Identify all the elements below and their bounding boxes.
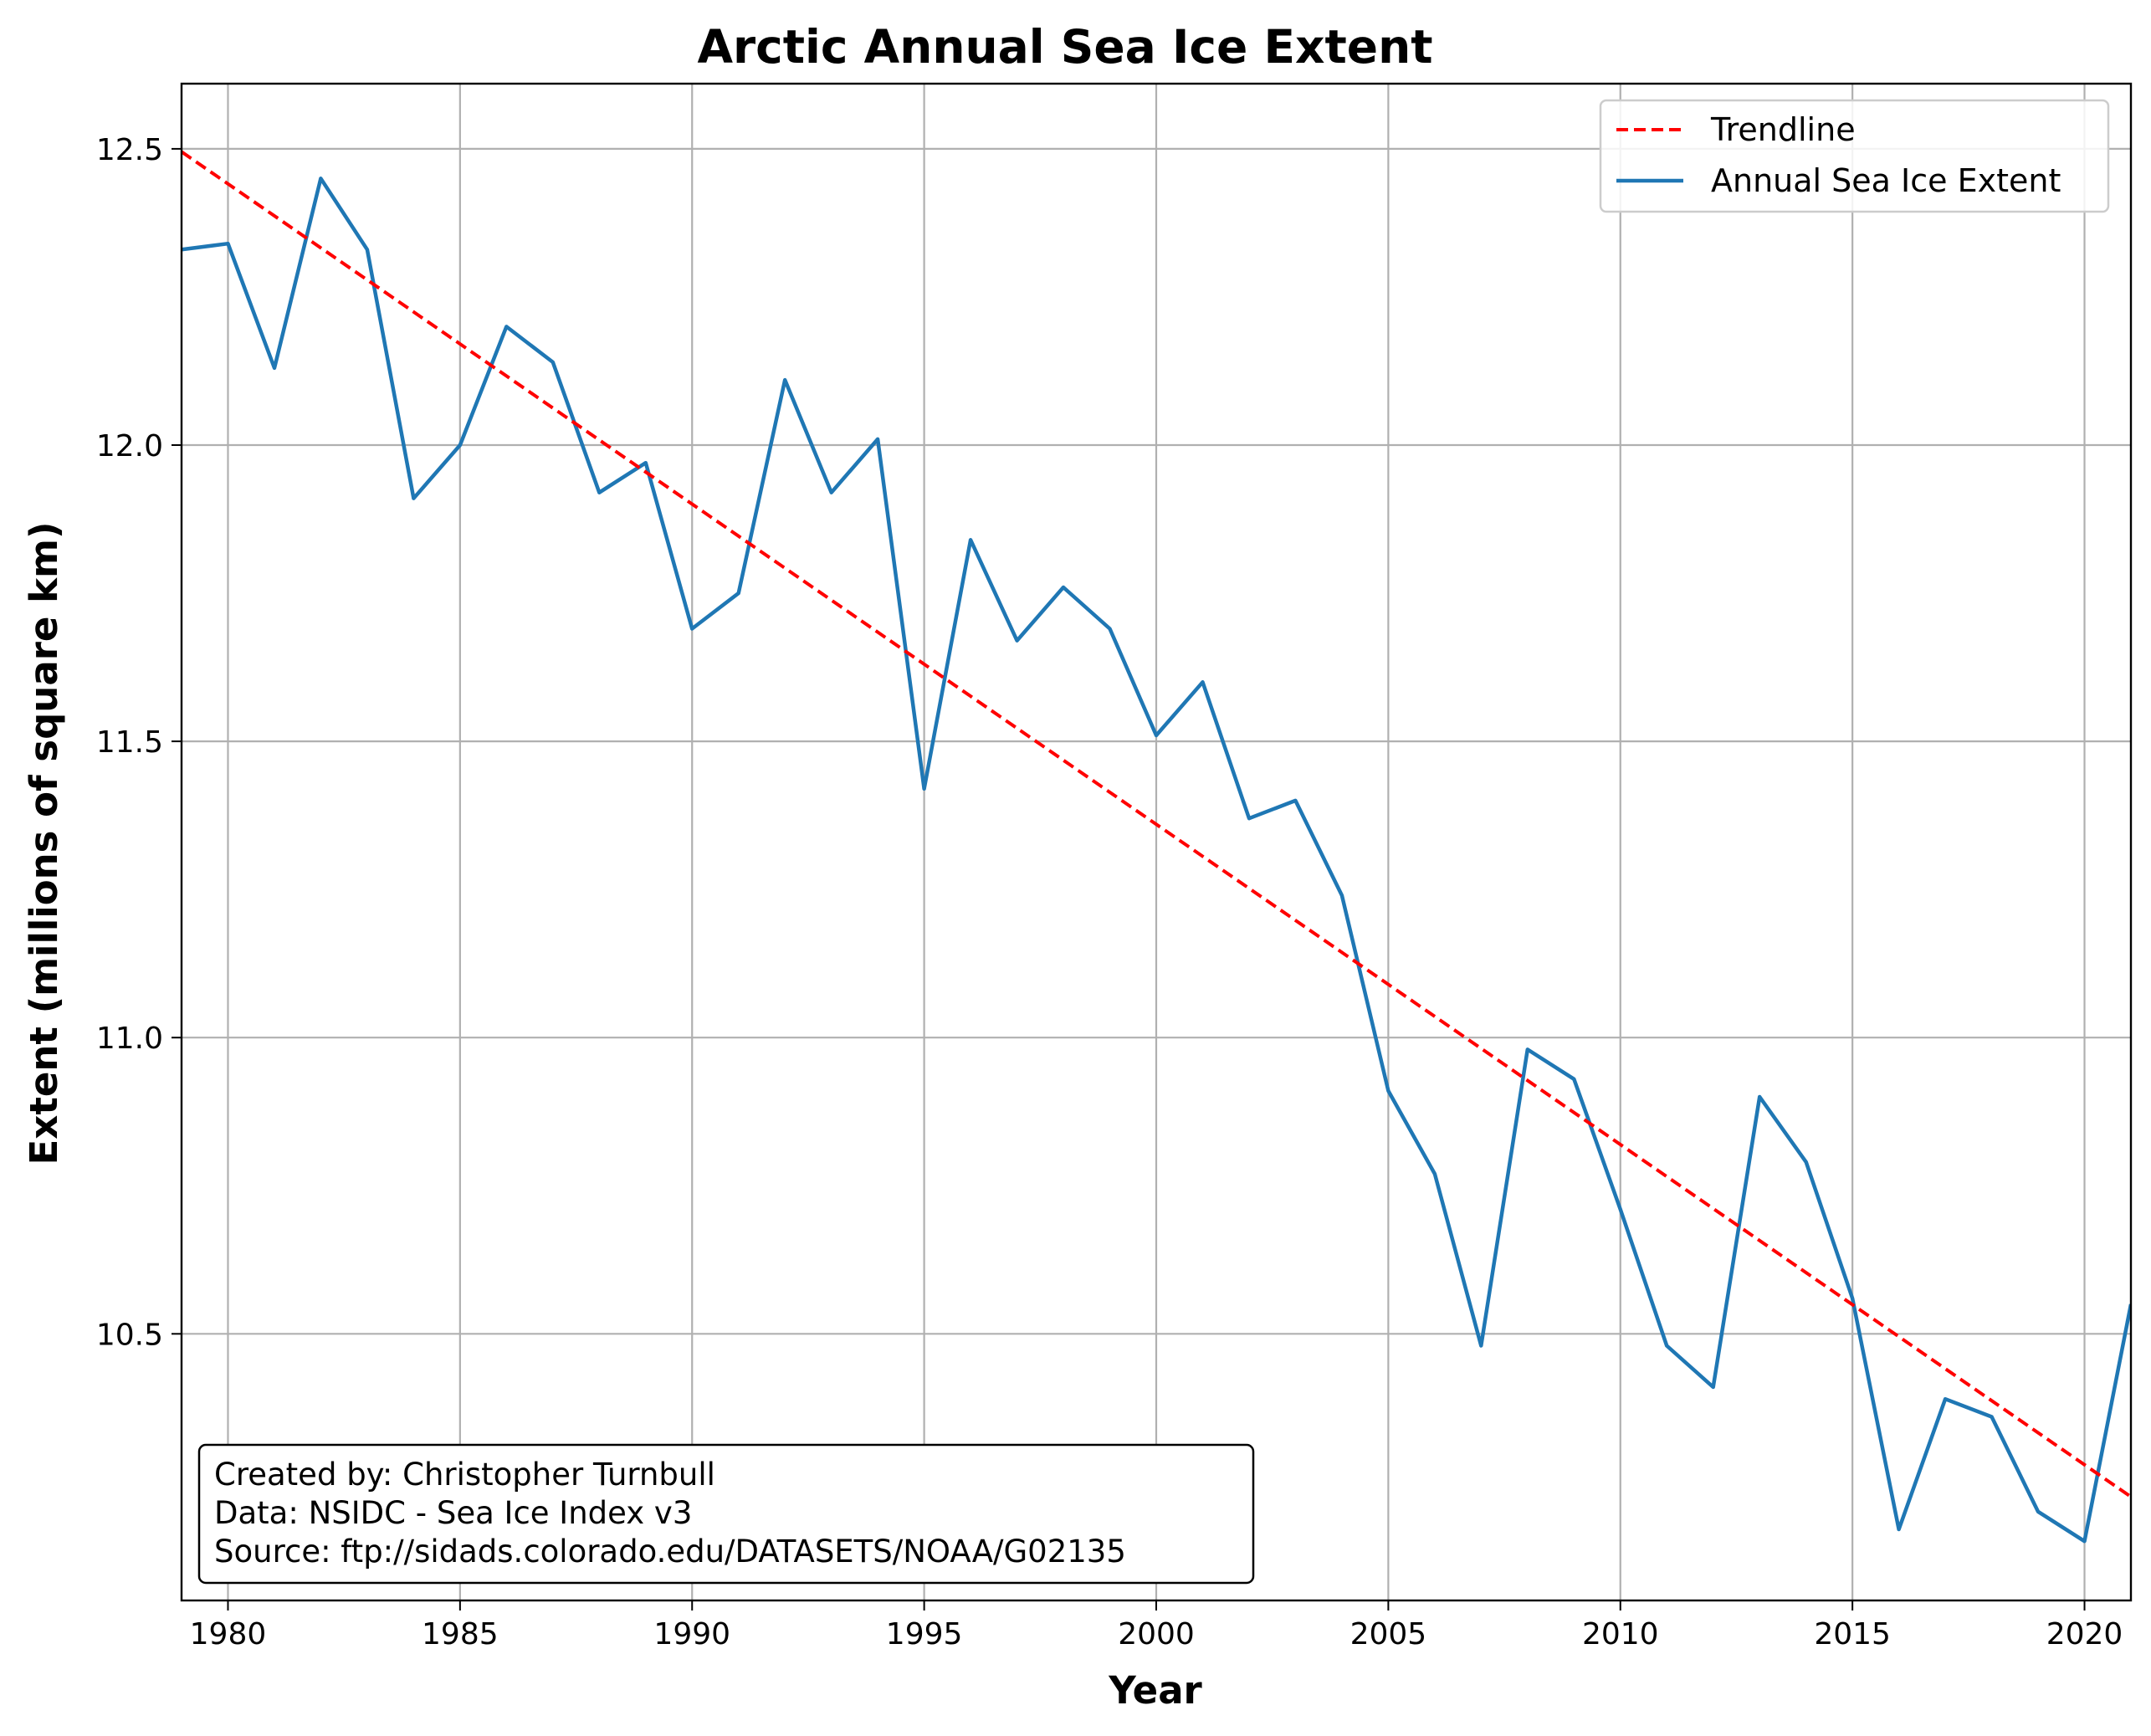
series-line-trendline (182, 150, 2131, 1498)
x-tick-label-2020: 2020 (2046, 1617, 2123, 1652)
credits-line-1: Created by: Christopher Turnbull (214, 1457, 715, 1493)
legend-label-extent: Annual Sea Ice Extent (1711, 162, 2061, 199)
series-line-annual-extent (182, 177, 2131, 1544)
credits-line-2: Data: NSIDC - Sea Ice Index v3 (214, 1495, 692, 1531)
y-tick-label-10.5: 10.5 (96, 1318, 163, 1352)
credits-frame (197, 1443, 1255, 1585)
x-tick-label-1995: 1995 (886, 1617, 963, 1652)
x-tick-label-2000: 2000 (1118, 1617, 1195, 1652)
credits-box: Created by: Christopher Turnbull Data: N… (197, 1443, 1255, 1585)
y-tick-label-12.5: 12.5 (96, 133, 163, 167)
x-tick-label-2005: 2005 (1350, 1617, 1427, 1652)
y-axis-label: Extent (millions of square km) (22, 522, 66, 1165)
credits-line-3: Source: ftp://sidads.colorado.edu/DATASE… (214, 1534, 1126, 1570)
x-tick-label-1990: 1990 (653, 1617, 730, 1652)
y-tick-label-11.5: 11.5 (96, 725, 163, 760)
x-axis-label: Year (1108, 1668, 1202, 1713)
chart-title: Arctic Annual Sea Ice Extent (697, 20, 1432, 74)
legend-label-trendline: Trendline (1710, 111, 1856, 148)
x-tick-label-1980: 1980 (190, 1617, 267, 1652)
legend: Trendline Annual Sea Ice Extent (1599, 99, 2110, 213)
x-tick-label-2010: 2010 (1582, 1617, 1659, 1652)
y-tick-label-11.0: 11.0 (96, 1022, 163, 1056)
axis-ticks: 1980 1985 1990 1995 2000 2005 2010 2015 2020 10.5… (96, 133, 2123, 1652)
x-tick-label-1985: 1985 (422, 1617, 499, 1652)
y-tick-label-12.0: 12.0 (96, 429, 163, 463)
x-tick-label-2015: 2015 (1814, 1617, 1891, 1652)
plot-series (182, 150, 2131, 1544)
grid-lines (182, 84, 2131, 1600)
legend-box (1599, 99, 2110, 213)
